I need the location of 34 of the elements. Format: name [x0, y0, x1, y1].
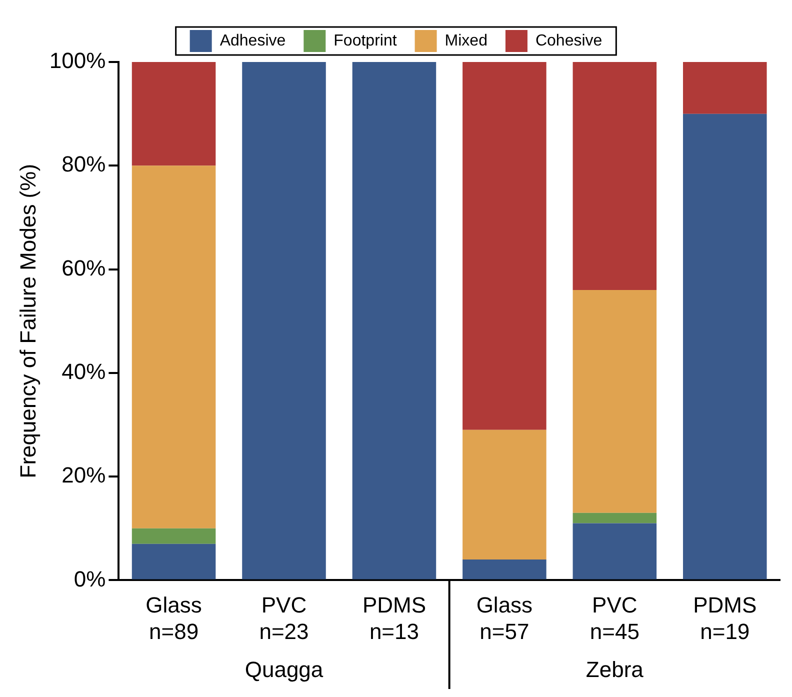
legend-label: Cohesive	[535, 32, 602, 50]
legend-label: Adhesive	[220, 32, 286, 50]
y-axis-title: Frequency of Failure Modes (%)	[15, 164, 40, 478]
y-tick-label: 60%	[62, 255, 106, 280]
text: Quagga	[244, 657, 324, 682]
text: Zebra	[586, 657, 644, 682]
bar	[683, 62, 767, 114]
y-tick-label: 0%	[74, 566, 106, 592]
bar	[242, 62, 326, 580]
bar	[572, 512, 657, 524]
bar	[572, 62, 657, 290]
bar	[572, 523, 657, 580]
bar	[132, 166, 216, 528]
x-tick-label: PDMS n=19	[693, 592, 757, 644]
x-tick-label: PDMS n=13	[362, 592, 426, 644]
x-tick-label: PVC n=45	[590, 592, 640, 644]
legend-label: Footprint	[334, 32, 398, 50]
x-tick-label: Glass n=57	[476, 592, 533, 644]
bar	[462, 62, 546, 430]
y-tick-label: 40%	[62, 358, 106, 384]
y-tick-label: 100%	[49, 48, 106, 74]
x-tick-label: Glass n=89	[146, 592, 202, 644]
bar	[683, 114, 767, 580]
legend-label: Mixed	[444, 32, 488, 50]
bar	[572, 290, 657, 513]
bar	[132, 544, 216, 580]
y-tick-label: 20%	[62, 462, 106, 488]
bar	[132, 62, 216, 166]
bar	[352, 62, 436, 580]
bar	[462, 430, 546, 560]
bar	[462, 559, 546, 580]
x-tick-label: PVC n=23	[259, 592, 309, 644]
y-tick-label: 80%	[62, 152, 106, 177]
bar	[132, 528, 216, 544]
